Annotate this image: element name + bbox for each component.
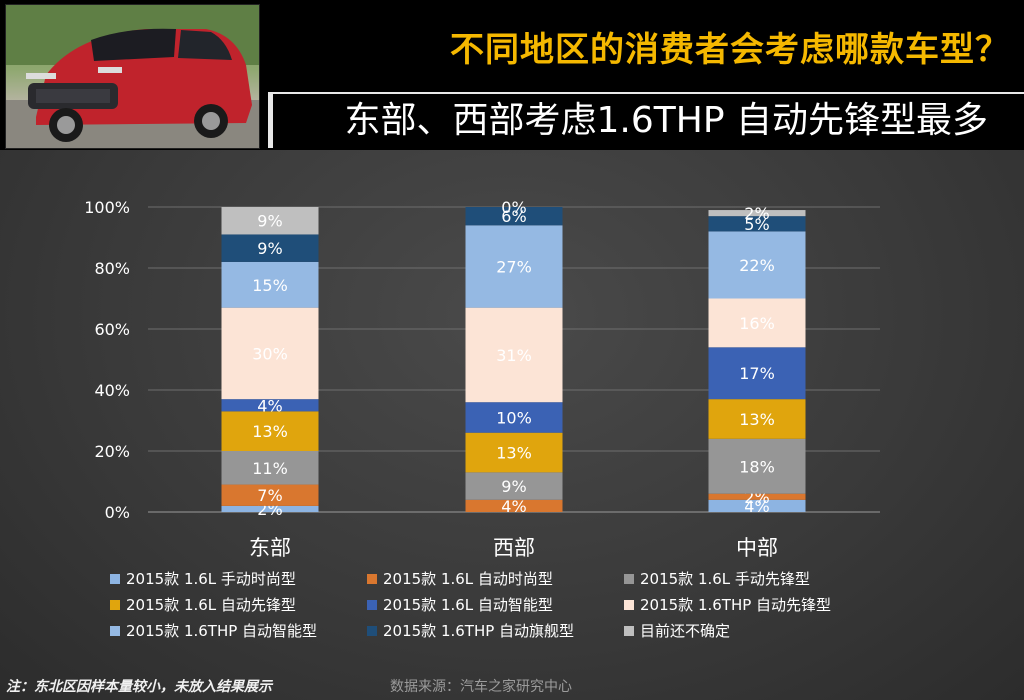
bar-segment (465, 307, 563, 403)
bar-segment (465, 207, 563, 226)
data-label: 15% (252, 276, 288, 295)
legend-item: 2015款 1.6L 手动时尚型 (110, 568, 296, 589)
bar-segment (708, 216, 806, 232)
legend-label: 2015款 1.6L 手动先锋型 (640, 570, 810, 588)
subtitle-divider (268, 92, 1024, 94)
y-tick-label: 40% (94, 381, 130, 400)
data-label: 4% (744, 497, 769, 516)
legend-swatch (624, 599, 634, 610)
data-label: 5% (744, 215, 769, 234)
legend-swatch (624, 573, 634, 584)
legend-label: 2015款 1.6L 手动时尚型 (126, 570, 296, 588)
bar-segment (221, 484, 319, 506)
bar-segment (708, 210, 806, 217)
data-label: 30% (252, 344, 288, 363)
footnote: 注：东北区因样本量较小，未放入结果展示 (6, 679, 272, 695)
page-subtitle: 东部、西部考虑1.6THP 自动先锋型最多 (344, 100, 988, 141)
bar-segment (221, 399, 319, 412)
bar-segment (465, 432, 563, 473)
data-label: 22% (739, 256, 775, 275)
bar-segment (465, 225, 563, 308)
x-category-label: 西部 (493, 536, 535, 560)
legend-item: 2015款 1.6L 自动先锋型 (110, 594, 296, 615)
header-banner: 不同地区的消费者会考虑哪款车型？ 东部、西部考虑1.6THP 自动先锋型最多 (0, 0, 1024, 150)
legend-item: 2015款 1.6THP 自动旗舰型 (367, 620, 574, 641)
legend-swatch (624, 625, 634, 636)
car-photo (5, 4, 260, 149)
y-tick-label: 20% (94, 442, 130, 461)
bar-segment (221, 505, 319, 512)
legend-item: 2015款 1.6L 手动先锋型 (624, 568, 810, 589)
data-label: 13% (496, 444, 532, 463)
bar-segment (708, 499, 806, 512)
legend-label: 2015款 1.6L 自动时尚型 (383, 570, 553, 588)
legend-item: 2015款 1.6L 自动智能型 (367, 594, 553, 615)
data-label: 13% (739, 410, 775, 429)
data-label: 9% (257, 212, 282, 231)
data-label: 10% (496, 408, 532, 427)
page-title: 不同地区的消费者会考虑哪款车型？ (450, 30, 1010, 70)
legend-item: 2015款 1.6THP 自动先锋型 (624, 594, 831, 615)
bar-segment (221, 411, 319, 451)
data-label: 2% (744, 204, 769, 223)
bar-segment (221, 307, 319, 400)
bar-segment (465, 472, 563, 500)
data-label: 18% (739, 457, 775, 476)
legend-swatch (367, 625, 377, 636)
bar-segment (221, 234, 319, 262)
legend-label: 2015款 1.6THP 自动智能型 (126, 622, 318, 640)
data-label: 11% (252, 459, 288, 478)
legend-swatch (110, 599, 120, 610)
legend-swatch (110, 625, 120, 636)
y-tick-label: 100% (84, 198, 130, 217)
data-label: 17% (739, 364, 775, 383)
bar-segment (708, 231, 806, 299)
legend-label: 2015款 1.6THP 自动旗舰型 (383, 622, 575, 640)
bar-segment (708, 438, 806, 494)
bar-segment (465, 499, 563, 512)
suv-car-image (6, 5, 259, 148)
data-label: 9% (501, 477, 526, 496)
stacked-bar-chart: 0% 20% 40% 60% 80% 100% 2% 7% 11% 13% 4% 30% 15% 9% 9%… (84, 198, 880, 560)
y-tick-label: 0% (105, 503, 130, 522)
legend-label: 目前还不确定 (640, 622, 731, 640)
bar-segment (708, 493, 806, 500)
y-tick-label: 80% (94, 259, 130, 278)
legend-label: 2015款 1.6L 自动智能型 (383, 596, 553, 614)
data-label: 6% (501, 207, 526, 226)
data-label: 4% (257, 396, 282, 415)
data-label: 13% (252, 422, 288, 441)
bar-segment (221, 207, 319, 235)
data-source: 数据来源：汽车之家研究中心 (390, 679, 572, 695)
bar-segment (221, 261, 319, 308)
legend-swatch (110, 573, 120, 584)
legend-swatch (367, 599, 377, 610)
bar-segment (465, 402, 563, 433)
data-label: 4% (501, 497, 526, 516)
data-label: 16% (739, 314, 775, 333)
bar-segment (708, 347, 806, 400)
legend-item: 2015款 1.6THP 自动智能型 (110, 620, 317, 641)
bar-segment (221, 451, 319, 485)
legend-label: 2015款 1.6L 自动先锋型 (126, 596, 296, 614)
y-tick-label: 60% (94, 320, 130, 339)
bar-segment (708, 298, 806, 348)
data-label: 7% (257, 486, 282, 505)
bar-segment (708, 399, 806, 439)
data-label: 31% (496, 346, 532, 365)
data-label: 9% (257, 239, 282, 258)
subtitle-accent (268, 92, 273, 148)
legend-swatch (367, 573, 377, 584)
legend-item: 目前还不确定 (624, 620, 730, 641)
x-category-label: 中部 (736, 536, 778, 560)
x-category-label: 东部 (249, 536, 291, 560)
legend-item: 2015款 1.6L 自动时尚型 (367, 568, 553, 589)
data-label: 0% (501, 198, 526, 217)
legend-label: 2015款 1.6THP 自动先锋型 (640, 596, 832, 614)
data-label: 27% (496, 257, 532, 276)
